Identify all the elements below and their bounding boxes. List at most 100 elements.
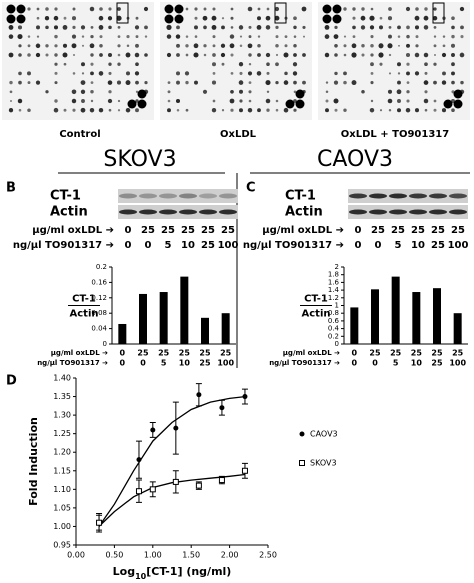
array-spot [71,43,77,49]
array-spot [415,35,419,39]
y-tick-label: 0.04 [91,325,107,333]
array-blob [322,4,332,14]
array-spot [370,81,374,85]
array-spot [27,71,31,76]
y-tick-label: 0.2 [96,263,107,271]
array-spot [361,53,365,57]
array-spot [17,34,23,40]
array-spot [203,7,207,11]
array-spot [117,53,121,57]
array-spot [352,7,356,11]
category-label: 25 [390,349,402,358]
array-spot [54,7,58,11]
array-spot [370,7,374,11]
panel-label: D [6,374,17,389]
array-spot [433,26,437,29]
array-spot [125,80,131,86]
array-spot [451,108,455,113]
array-spot [397,80,401,85]
row-value: 0 [125,225,132,236]
array-spot [176,53,180,57]
array-spot [238,25,244,30]
array-spot [414,52,420,58]
array-blob [295,89,305,99]
array-spot [71,16,77,21]
category-row-label: ng/µl TO901317 ➔ [37,359,108,367]
array-blob [164,4,174,14]
array-spot [302,25,306,29]
y-tick-label: 0.6 [328,317,340,325]
array-spot [396,62,402,67]
array-spot [248,81,252,84]
array-spot [433,62,437,66]
array-spot [90,99,94,103]
array-spot [257,7,261,11]
row-value: 5 [165,240,172,251]
array-spot [360,25,366,30]
array-spot [257,53,261,57]
array-spot [18,71,22,76]
array-spot [256,16,262,21]
x-axis-label-base: Log [113,565,135,578]
x-axis-label-rest: [CT-1] (ng/ml) [146,565,231,578]
array-label: OxLDL [220,129,257,140]
array-spot [203,25,207,30]
category-label: 25 [220,349,232,358]
panel-label: B [6,181,16,196]
blot-band [449,193,467,199]
category-label: 25 [158,349,170,358]
array-spot [388,72,392,75]
array-spot [423,80,429,85]
array-spot [90,71,94,76]
array-spot [203,44,207,48]
array-spot [432,15,438,21]
array-spot [325,81,329,84]
cell-line-title: CAOV3 [317,147,393,172]
blot-band [349,209,367,215]
y-tick-label: 1.8 [328,271,339,279]
array-spot [71,98,77,104]
array-spot [387,98,393,104]
blot-band [409,209,427,215]
array-blob [295,99,305,109]
blot-strip [348,189,468,203]
array-spot [379,16,383,20]
row-value: 10 [411,240,425,251]
array-spot [405,52,411,58]
array-spot [361,44,365,48]
point [96,519,103,526]
array-spot [459,6,465,12]
array-spot [9,99,13,103]
array-spot [8,108,14,113]
array-spot [293,53,297,57]
x-tick-label: 2.00 [221,551,239,560]
array-spot [406,62,410,66]
category-label: 5 [161,359,167,368]
array-spot [211,24,217,30]
bar [118,323,127,344]
point [136,457,142,463]
row-value: 25 [411,225,425,236]
array-spot [423,98,429,104]
array-blob [16,14,26,24]
point [135,488,142,495]
array-spot [36,16,40,20]
array-spot [45,7,49,11]
array-spot [72,108,76,112]
array-spot [396,89,402,95]
array-spot [203,53,207,57]
blot-band [119,193,137,199]
y-label-numerator: CT-1 [304,294,328,305]
row-value: 0 [145,240,152,251]
array-spot [247,43,253,49]
legend-marker [299,460,305,466]
array-spot [90,81,94,84]
array-spot [388,53,392,57]
array-spot [185,53,189,57]
category-row-label: µg/ml oxLDL ➔ [283,349,340,357]
category-label: 0 [352,359,358,368]
array-spot [293,25,297,30]
point [173,425,179,431]
array-spot [135,16,139,20]
array-spot [117,99,121,103]
